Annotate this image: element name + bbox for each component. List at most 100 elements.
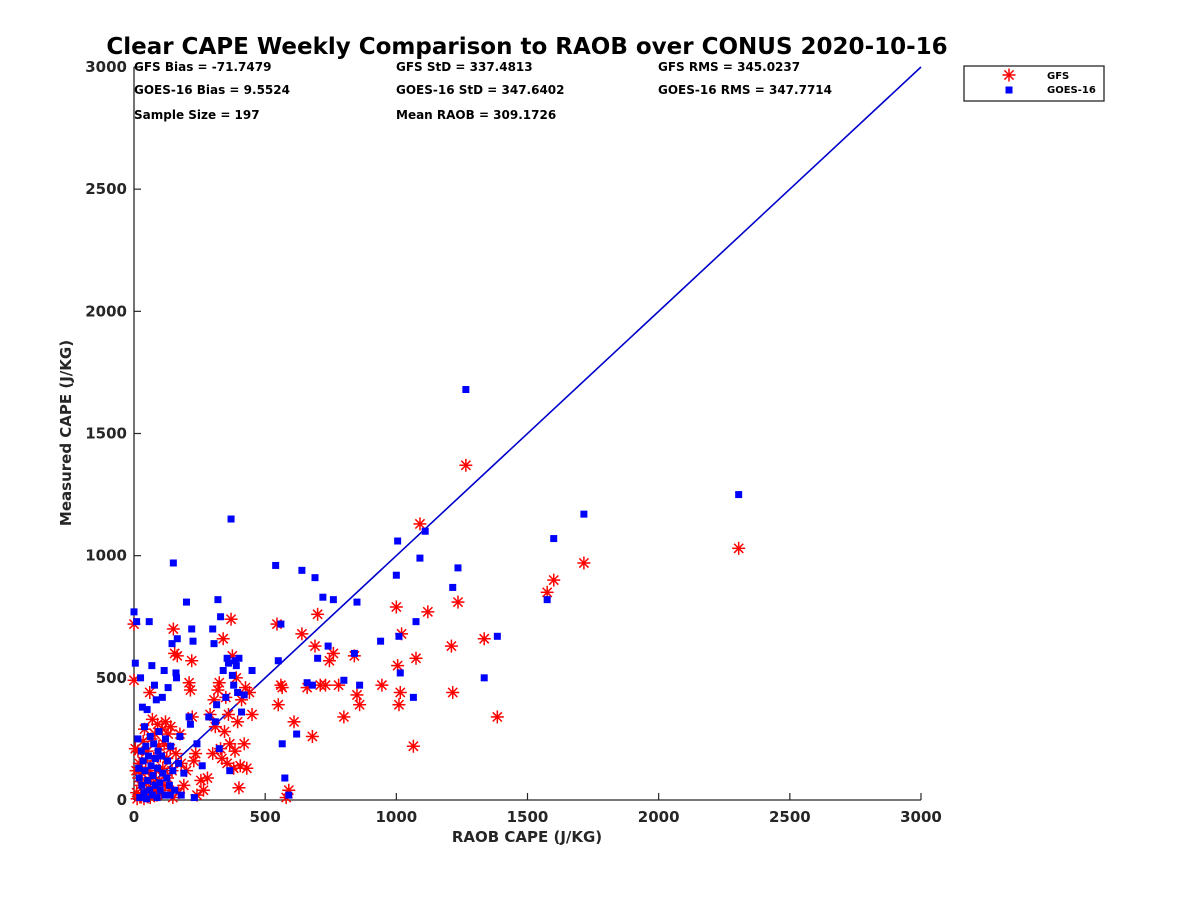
goes-16-point — [156, 779, 164, 787]
goes-16-point — [209, 625, 217, 633]
goes-16-point — [152, 696, 160, 704]
goes-rms-text: GOES-16 RMS = 347.7714 — [658, 83, 832, 97]
goes-16-point — [172, 674, 180, 682]
goes-16-point — [392, 571, 400, 579]
goes-16-point — [308, 681, 316, 689]
gfs-point — [308, 639, 322, 653]
goes-16-point — [171, 786, 179, 794]
goes-bias-text: GOES-16 Bias = 9.5524 — [134, 83, 290, 97]
gfs-point — [305, 729, 319, 743]
goes-16-point — [285, 791, 293, 799]
goes-16-point — [319, 593, 327, 601]
goes-16-point — [158, 693, 166, 701]
goes-16-point — [298, 566, 306, 574]
gfs-point — [218, 725, 232, 739]
gfs-point — [451, 595, 465, 609]
gfs-point — [189, 747, 203, 761]
goes-16-point — [169, 767, 177, 775]
goes-16-point — [409, 693, 417, 701]
x-tick-label: 2000 — [638, 808, 680, 826]
goes-16-point — [454, 564, 462, 572]
gfs-point — [547, 573, 561, 587]
legend-box — [963, 65, 1105, 102]
legend-goes-16-marker — [1005, 86, 1013, 94]
goes-16-point — [163, 774, 171, 782]
goes-16-point — [543, 596, 551, 604]
goes-16-point — [154, 747, 162, 755]
goes-16-point — [161, 735, 169, 743]
goes-16-point — [396, 669, 404, 677]
goes-16-point — [274, 657, 282, 665]
y-tick-label: 2000 — [85, 302, 127, 320]
gfs-point — [393, 685, 407, 699]
goes-16-point — [493, 632, 501, 640]
gfs-std-text: GFS StD = 337.4813 — [396, 60, 533, 74]
gfs-point — [224, 612, 238, 626]
goes-16-point — [228, 671, 236, 679]
goes-16-point — [234, 688, 242, 696]
goes-16-point — [214, 596, 222, 604]
goes-std-text: GOES-16 StD = 347.6402 — [396, 83, 565, 97]
goes-16-point — [281, 774, 289, 782]
x-tick-label: 500 — [250, 808, 281, 826]
goes-16-point — [211, 718, 219, 726]
gfs-point — [287, 715, 301, 729]
goes-16-point — [350, 649, 358, 657]
y-tick-label: 1000 — [85, 547, 127, 565]
goes-16-point — [182, 598, 190, 606]
goes-16-point — [231, 657, 239, 665]
gfs-point — [271, 698, 285, 712]
y-tick-label: 0 — [117, 791, 127, 809]
goes-16-point — [151, 781, 159, 789]
goes-16-point — [480, 674, 488, 682]
gfs-point — [406, 739, 420, 753]
gfs-point — [413, 517, 427, 531]
goes-16-point — [175, 759, 183, 767]
gfs-point — [459, 458, 473, 472]
gfs-point — [177, 778, 191, 792]
goes-16-point — [153, 794, 161, 802]
gfs-point — [409, 651, 423, 665]
gfs-point — [326, 646, 340, 660]
goes-16-point — [131, 659, 139, 667]
goes-16-point — [180, 769, 188, 777]
goes-16-point — [176, 732, 184, 740]
goes-16-point — [164, 684, 172, 692]
legend-goes-16-square — [1005, 86, 1013, 94]
gfs-point — [212, 676, 226, 690]
gfs-point — [577, 556, 591, 570]
gfs-point — [200, 771, 214, 785]
goes-16-point — [311, 574, 319, 582]
goes-16-point — [303, 679, 311, 687]
gfs-point — [240, 761, 254, 775]
goes-16-point — [161, 791, 169, 799]
goes-16-point — [166, 791, 174, 799]
goes-16-point — [134, 735, 142, 743]
gfs-point — [164, 720, 178, 734]
goes-16-point — [158, 752, 166, 760]
gfs-point — [337, 710, 351, 724]
goes-16-point — [147, 762, 155, 770]
legend-gfs-asterisk — [1002, 68, 1016, 82]
goes-16-point — [133, 618, 141, 626]
gfs-point — [169, 747, 183, 761]
goes-16-point — [172, 669, 180, 677]
goes-16-point — [324, 642, 332, 650]
goes-16-point — [277, 620, 285, 628]
goes-16-point — [138, 781, 146, 789]
goes-16-point — [144, 776, 152, 784]
gfs-point — [319, 678, 333, 692]
goes-16-point — [139, 757, 147, 765]
goes-16-point — [143, 706, 151, 714]
goes-16-point — [190, 794, 198, 802]
goes-16-point — [226, 767, 234, 775]
goes-16-point — [329, 596, 337, 604]
goes-16-point — [230, 681, 238, 689]
goes-16-point — [340, 676, 348, 684]
gfs-point — [322, 654, 336, 668]
goes-16-point — [169, 559, 177, 567]
goes-16-point — [353, 598, 361, 606]
x-tick-label: 3000 — [900, 808, 942, 826]
legend-gfs-marker — [1002, 68, 1016, 82]
goes-16-point — [146, 786, 154, 794]
